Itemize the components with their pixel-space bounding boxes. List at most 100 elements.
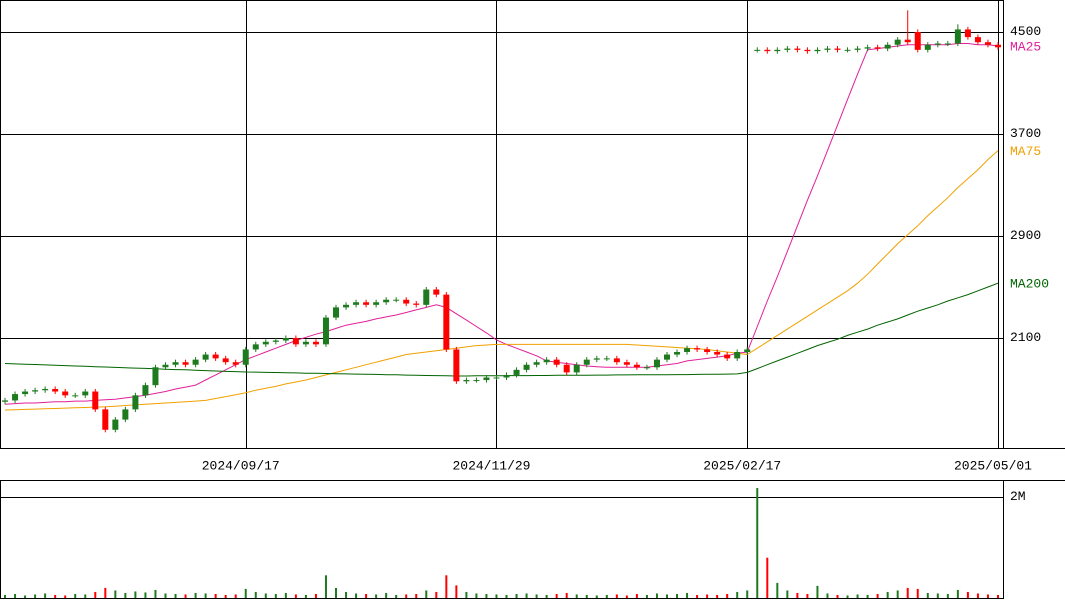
volume-bar [405,594,408,598]
volume-bar [124,592,127,598]
candle-body [122,409,129,420]
candle-body [182,362,189,365]
candle-body [343,304,350,308]
volume-bar [304,594,307,598]
volume-bar [625,595,628,598]
candle-body [573,364,580,373]
volume-bar [505,594,508,598]
candle-body [874,47,881,49]
candle-body [252,344,259,350]
volume-bar [916,588,919,598]
volume-bar [816,585,819,598]
candle-body [262,341,269,345]
volume-bar [324,575,327,598]
candle-body [623,362,630,365]
candle-body [764,49,771,52]
volume-bar [425,590,428,598]
candle-body [804,49,811,52]
x-tick-label: 2024/11/29 [452,458,530,473]
volume-bar [204,593,207,598]
candle-body [453,349,460,382]
legend-label: MA25 [1010,39,1041,54]
x-tick-label: 2025/02/17 [703,458,781,473]
x-tick-label: 2024/09/17 [202,458,280,473]
candle-body [423,289,430,305]
volume-bar [214,593,217,598]
candle-body [172,362,179,365]
candle-body [112,419,119,430]
volume-bar [996,594,999,598]
volume-bar [14,593,17,598]
volume-bar [64,595,67,598]
candle-body [373,302,380,305]
y-tick-label: 2100 [1010,330,1041,345]
volume-bar [455,585,458,598]
volume-bar [615,594,618,598]
volume-bar [114,590,117,598]
volume-bar [224,594,227,598]
volume-bar [385,592,388,598]
volume-bar [254,591,257,598]
volume-bar [866,594,869,598]
candle-body [463,380,470,382]
volume-bar [495,594,498,598]
candle-body [844,49,851,51]
candle-body [132,395,139,410]
volume-bar [284,592,287,598]
volume-bar [244,588,247,598]
volume-bar [655,593,658,598]
volume-bar [575,594,578,598]
volume-bar [846,595,849,598]
candle-body [473,380,480,382]
volume-bar [796,592,799,598]
volume-bar [94,591,97,598]
legend-label: MA200 [1010,277,1049,292]
candle-body [824,48,831,50]
volume-bar [936,593,939,598]
volume-bar [515,593,518,598]
candle-body [433,289,440,295]
volume-bar [736,591,739,598]
candle-body [684,348,691,352]
candle-body [353,302,360,305]
candle-body [443,294,450,350]
candle-body [493,377,500,379]
volume-bar [665,594,668,598]
legend-label: MA75 [1010,144,1041,159]
candle-body [784,48,791,50]
volume-bar [314,593,317,598]
volume-bar [144,592,147,598]
volume-bar [585,594,588,598]
volume-bar [335,587,338,598]
candle-body [403,299,410,304]
volume-bar [686,592,689,598]
volume-bar [535,594,538,598]
volume-bar [746,590,749,598]
candle-body [714,352,721,355]
candle-body [413,303,420,305]
candle-body [583,359,590,365]
candle-body [744,349,751,352]
candle-body [312,341,319,345]
volume-bar [34,594,37,598]
volume-bar [274,593,277,598]
candle-body [864,47,871,49]
candle-body [322,317,329,345]
volume-bar [726,593,729,598]
volume-bar [946,593,949,598]
price-panel [0,0,1004,449]
candle-body [503,374,510,378]
volume-bar [345,591,348,598]
y-tick-label: 3700 [1010,126,1041,141]
candle-body [924,44,931,50]
candle-body [152,367,159,386]
candle-body [162,364,169,368]
candle-body [102,409,109,430]
volume-bar [716,594,719,598]
candle-body [292,337,299,345]
candle-body [363,302,370,305]
volume-bar [986,594,989,598]
candle-body [754,49,761,51]
